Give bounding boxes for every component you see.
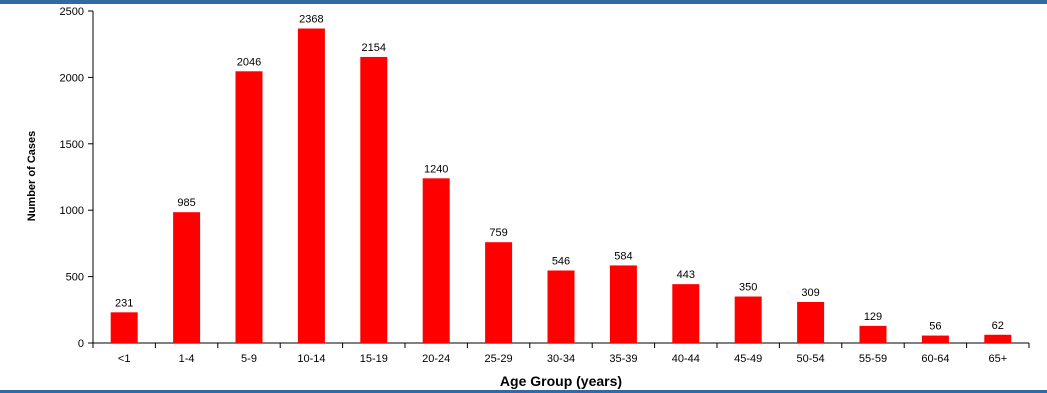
value-labels: 231 985 2046 2368 2154 1240 759 546 584 443 350 309… (115, 14, 1004, 333)
x-tick-label: 50-54 (797, 353, 825, 365)
bar (672, 284, 700, 343)
bar (859, 325, 887, 343)
y-tick-label: 0 (78, 338, 84, 350)
bar-value-label: 2046 (237, 56, 261, 68)
top-border-bar (0, 0, 1047, 4)
bar-value-label: 2368 (299, 14, 323, 26)
bar-value-label: 443 (677, 269, 695, 281)
x-tick-label: <1 (118, 353, 131, 365)
bar (734, 296, 762, 343)
x-tick-label: 30-34 (547, 353, 575, 365)
bar (110, 312, 138, 343)
bar (547, 270, 575, 343)
bar (485, 242, 513, 343)
bar-value-label: 759 (489, 227, 507, 239)
bar-value-label: 129 (864, 311, 882, 323)
bar-value-label: 56 (929, 321, 941, 333)
x-tick-label: 15-19 (360, 353, 388, 365)
x-tick-label: 60-64 (921, 353, 949, 365)
y-axis-title: Number of Cases (26, 131, 38, 221)
x-tick-label: 35-39 (609, 353, 637, 365)
bar-value-label: 350 (739, 282, 757, 294)
bar-value-label: 546 (552, 255, 570, 267)
bar (422, 178, 450, 343)
x-tick-label: 65+ (988, 353, 1007, 365)
y-tick-label: 2500 (60, 6, 84, 18)
y-tick-label: 2000 (60, 72, 84, 84)
bar-value-label: 309 (801, 287, 819, 299)
bar (797, 301, 825, 343)
y-tick-label: 500 (66, 272, 84, 284)
x-axis-title: Age Group (years) (500, 373, 622, 389)
bar-value-label: 1240 (424, 163, 448, 175)
bar (609, 265, 637, 343)
x-axis (92, 342, 1030, 348)
bar-value-label: 231 (115, 297, 133, 309)
x-tick-label: 45-49 (734, 353, 762, 365)
bars (110, 28, 1012, 344)
x-tick-label: 55-59 (859, 353, 887, 365)
bar-value-label: 2154 (362, 42, 386, 54)
bar (173, 212, 201, 343)
x-tick-label: 40-44 (672, 353, 700, 365)
x-tick-label: 20-24 (422, 353, 450, 365)
bar-value-label: 62 (992, 320, 1004, 332)
x-tick-labels: <1 1-4 5-9 10-14 15-19 20-24 25-29 30-34 35-39 40… (118, 353, 1007, 365)
bar (984, 334, 1012, 343)
bar-value-label: 584 (614, 250, 632, 262)
y-tick-label: 1500 (60, 139, 84, 151)
x-tick-label: 1-4 (179, 353, 195, 365)
bar-value-label: 985 (177, 197, 195, 209)
bar (235, 71, 263, 343)
x-tick-label: 25-29 (485, 353, 513, 365)
bar (297, 28, 325, 343)
y-tick-label: 1000 (60, 205, 84, 217)
x-tick-label: 5-9 (241, 353, 257, 365)
y-axis: 0 500 1000 1500 2000 2500 (60, 6, 94, 350)
bar (921, 335, 949, 343)
bar (360, 56, 388, 344)
bottom-border-bar (0, 390, 1047, 393)
x-tick-label: 10-14 (297, 353, 325, 365)
